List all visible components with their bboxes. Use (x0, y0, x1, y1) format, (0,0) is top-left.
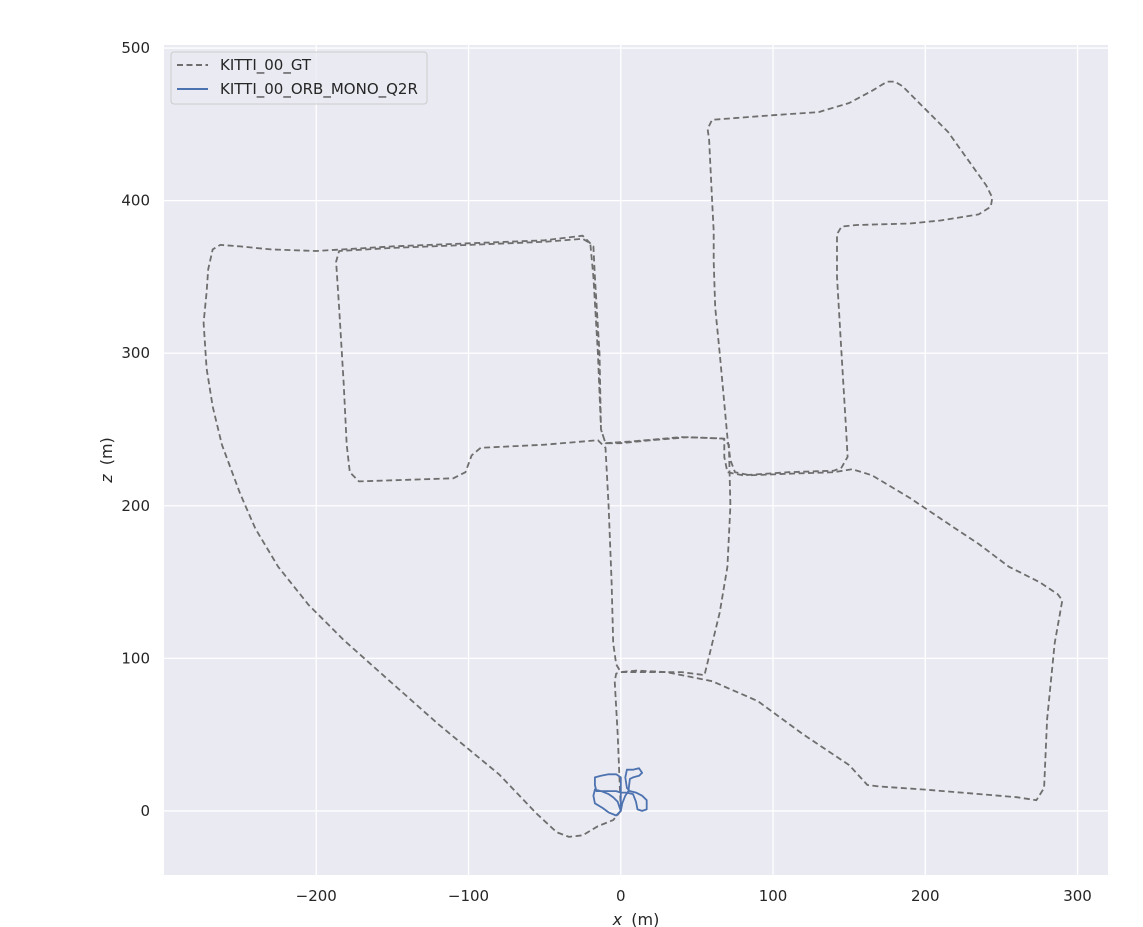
y-axis-variable: z (97, 474, 116, 484)
y-tick-label: 400 (121, 192, 150, 210)
series-line-orb (592, 767, 648, 817)
x-tick-label: 300 (1063, 887, 1092, 905)
y-axis-label: z (m) (97, 437, 116, 484)
x-tick-label: −100 (448, 887, 489, 905)
gridlines (164, 45, 1108, 875)
x-tick-label: 0 (616, 887, 626, 905)
legend: KITTI_00_GT KITTI_00_ORB_MONO_Q2R (170, 51, 428, 105)
x-axis-label: x (m) (612, 910, 660, 927)
x-tick-label: −200 (296, 887, 337, 905)
x-tick-label: 200 (911, 887, 940, 905)
x-axis-variable: x (612, 910, 623, 927)
y-tick-label: 0 (140, 802, 150, 820)
x-tick-labels: −200 −100 0 100 200 300 (296, 887, 1092, 905)
plot-background (164, 45, 1108, 875)
series-layer (202, 80, 1064, 838)
y-tick-labels: 0 100 200 300 400 500 (121, 39, 150, 820)
legend-label-orb: KITTI_00_ORB_MONO_Q2R (220, 80, 418, 99)
y-tick-label: 300 (121, 344, 150, 362)
series-line-gt (202, 80, 1064, 838)
y-tick-label: 500 (121, 39, 150, 57)
x-axis-unit: (m) (631, 910, 659, 927)
y-tick-label: 100 (121, 649, 150, 667)
legend-frame (170, 51, 428, 105)
x-tick-label: 100 (759, 887, 788, 905)
legend-label-gt: KITTI_00_GT (220, 56, 312, 75)
y-tick-label: 200 (121, 497, 150, 515)
y-axis-unit: (m) (97, 437, 116, 465)
